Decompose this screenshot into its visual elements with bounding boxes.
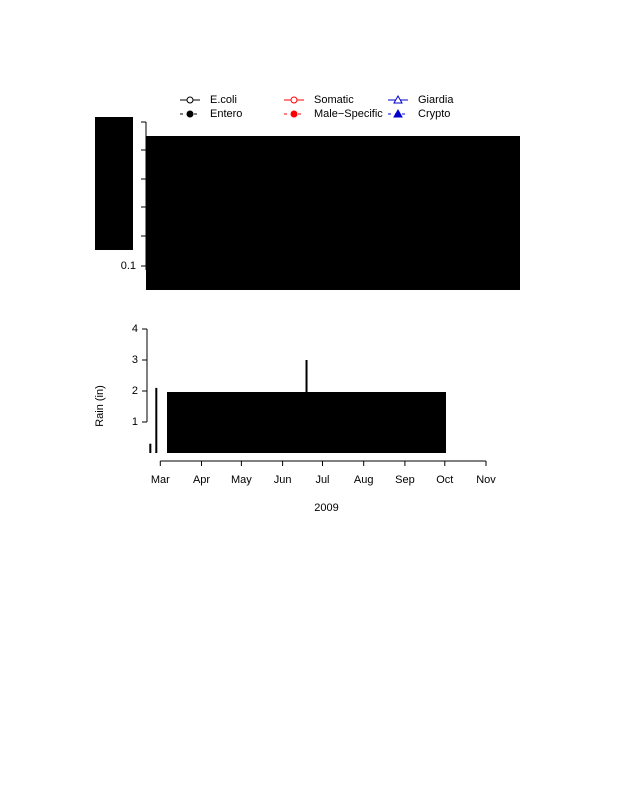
legend-label: Giardia bbox=[418, 94, 454, 106]
x-axis-title: 2009 bbox=[314, 502, 338, 514]
y-axis-title: Rain (in) bbox=[94, 385, 106, 427]
legend-marker bbox=[186, 96, 194, 104]
legend-marker bbox=[393, 108, 403, 118]
legend-label: Entero bbox=[210, 108, 242, 120]
y-tick-label: 3 bbox=[132, 354, 138, 366]
x-tick-label: Apr bbox=[193, 474, 210, 486]
x-tick-label: Aug bbox=[354, 474, 374, 486]
y-tick-label: 4 bbox=[132, 323, 138, 335]
y-tick-label: 0.1 bbox=[121, 260, 136, 272]
x-tick-label: Jul bbox=[315, 474, 329, 486]
axis-fill bbox=[95, 117, 133, 250]
x-tick-label: Nov bbox=[476, 474, 496, 486]
x-tick-label: Oct bbox=[436, 474, 453, 486]
bar bbox=[305, 360, 308, 453]
plot-fill bbox=[146, 136, 520, 290]
y-tick-label: 2 bbox=[132, 385, 138, 397]
bar bbox=[149, 443, 152, 453]
legend-marker bbox=[290, 96, 298, 104]
bar bbox=[155, 387, 158, 453]
x-tick-label: Mar bbox=[151, 474, 170, 486]
legend-marker bbox=[290, 110, 298, 118]
legend-label: Male−Specific bbox=[314, 108, 383, 120]
legend-label: Somatic bbox=[314, 94, 354, 106]
y-tick-label: 1 bbox=[132, 416, 138, 428]
x-tick-label: Jun bbox=[274, 474, 292, 486]
legend-marker bbox=[393, 94, 403, 104]
x-tick-label: May bbox=[231, 474, 252, 486]
legend-marker bbox=[186, 110, 194, 118]
legend-label: E.coli bbox=[210, 94, 237, 106]
legend-label: Crypto bbox=[418, 108, 450, 120]
x-tick-label: Sep bbox=[395, 474, 415, 486]
